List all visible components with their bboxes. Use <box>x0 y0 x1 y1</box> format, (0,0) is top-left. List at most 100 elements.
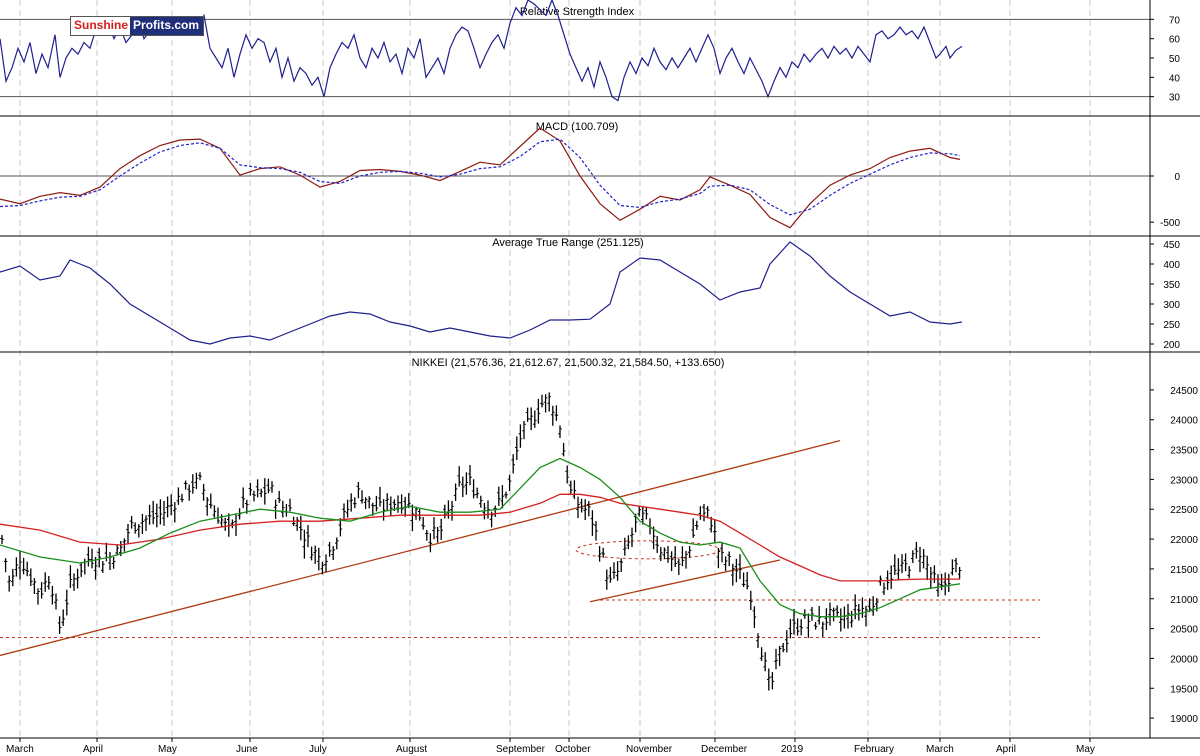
ohlc-bar-144 <box>518 424 523 448</box>
ohlc-bar-46 <box>165 496 170 518</box>
y-tick-label-1: 19500 <box>1170 684 1198 695</box>
ohlc-bar-48 <box>173 502 177 523</box>
ohlc-bar-207 <box>745 571 749 590</box>
ohlc-bar-205 <box>738 554 742 580</box>
ohlc-bar-216 <box>777 645 782 667</box>
ohlc-bar-58 <box>209 493 213 509</box>
ohlc-bar-146 <box>525 407 530 422</box>
ohlc-bar-199 <box>716 548 721 569</box>
ohlc-bar-80 <box>288 498 292 512</box>
ohlc-bar-191 <box>687 546 692 558</box>
y-tick-label-0: 19000 <box>1170 714 1198 725</box>
ohlc-bar-254 <box>914 541 919 559</box>
ohlc-bar-137 <box>493 505 497 517</box>
ohlc-bar-245 <box>882 582 886 595</box>
ohlc-bar-196 <box>705 506 710 519</box>
ohlc-bar-85 <box>306 524 310 548</box>
ohlc-bar-166 <box>597 546 602 562</box>
ohlc-bar-163 <box>587 501 591 517</box>
ohlc-bar-17 <box>61 609 65 626</box>
ohlc-bar-228 <box>821 621 825 637</box>
ohlc-bar-89 <box>320 561 325 575</box>
ohlc-bar-59 <box>212 505 217 518</box>
x-axis-labels: March April May June July August September Octo… <box>6 738 1095 755</box>
ohlc-bar-77 <box>277 490 281 503</box>
ohlc-bar-188 <box>677 558 681 576</box>
sunshine-profits-logo[interactable]: Sunshine Profits.com <box>70 16 205 36</box>
ohlc-bar-266 <box>957 567 962 580</box>
ohlc-bar-217 <box>781 642 785 653</box>
ohlc-bar-145 <box>522 420 526 440</box>
ohlc-bar-194 <box>698 506 703 520</box>
ohlc-bar-43 <box>155 503 159 528</box>
ohlc-bar-98 <box>353 497 357 509</box>
x-tick-label-1: April <box>83 744 103 755</box>
ohlc-bar-161 <box>579 498 584 513</box>
ohlc-bar-241 <box>867 598 872 613</box>
x-tick-label-4: July <box>309 744 327 755</box>
ohlc-bar-119 <box>428 533 433 553</box>
ohlc-bar-5 <box>18 550 22 580</box>
ohlc-bar-226 <box>813 621 818 630</box>
ohlc-bar-220 <box>792 608 796 635</box>
ohlc-bar-141 <box>507 474 512 492</box>
ohlc-bar-19 <box>68 565 73 588</box>
ohlc-bar-140 <box>504 491 508 499</box>
ohlc-bar-86 <box>309 546 314 561</box>
ohlc-bar-260 <box>936 574 940 597</box>
ohlc-bar-183 <box>659 546 663 562</box>
ohlc-bar-242 <box>871 596 875 616</box>
ohlc-bar-18 <box>65 589 69 616</box>
ohlc-bar-155 <box>558 425 562 438</box>
ohlc-bar-235 <box>846 603 850 629</box>
y-tick-label-5: 21500 <box>1170 565 1198 576</box>
ohlc-bar-250 <box>900 554 904 574</box>
ohlc-bar-189 <box>680 546 685 567</box>
ohlc-bar-202 <box>727 551 731 567</box>
ohlc-bar-138 <box>497 486 501 506</box>
ohlc-bar-222 <box>799 619 803 636</box>
ohlc-bar-215 <box>774 648 778 670</box>
ohlc-bar-168 <box>605 569 609 590</box>
x-tick-label-7: October <box>555 744 591 755</box>
ohlc-bar-28 <box>101 561 105 573</box>
y-tick-label-8: 23000 <box>1170 475 1198 486</box>
y-tick-label-2: 300 <box>1163 300 1180 311</box>
ohlc-bar-247 <box>889 565 893 589</box>
ohlc-bar-114 <box>410 504 415 532</box>
ohlc-bar-234 <box>842 606 847 629</box>
ohlc-bar-209 <box>752 606 757 629</box>
ohlc-bar-79 <box>284 504 289 517</box>
moving-average-short <box>0 457 961 618</box>
ohlc-bar-121 <box>435 527 440 543</box>
x-tick-label-12: March <box>926 744 954 755</box>
y-tick-label-2: 50 <box>1169 54 1181 65</box>
ohlc-bar-41 <box>147 504 152 525</box>
y-tick-label-0: 200 <box>1163 340 1180 351</box>
ohlc-bar-7 <box>25 561 29 577</box>
ohlc-bar-4 <box>14 557 19 577</box>
ohlc-bar-148 <box>533 410 537 428</box>
ohlc-bar-187 <box>673 546 677 568</box>
ohlc-bar-170 <box>612 562 616 579</box>
ohlc-bar-32 <box>115 544 119 556</box>
ohlc-bar-206 <box>741 572 746 587</box>
y-tick-label-6: 22000 <box>1170 535 1198 546</box>
ohlc-bar-22 <box>79 562 83 577</box>
ohlc-bar-261 <box>939 573 944 591</box>
ohlc-bar-88 <box>317 547 321 571</box>
ohlc-bar-190 <box>684 550 688 569</box>
ohlc-bar-182 <box>655 535 659 553</box>
ohlc-bar-47 <box>169 494 173 516</box>
ohlc-bar-39 <box>140 513 145 535</box>
ohlc-bar-30 <box>108 552 112 571</box>
ohlc-bar-6 <box>21 557 26 575</box>
moving-average-long <box>0 493 960 582</box>
ohlc-bar-99 <box>356 482 361 499</box>
logo-part-1: Sunshine <box>71 17 131 35</box>
ohlc-bar-151 <box>543 394 548 413</box>
ohlc-bar-175 <box>630 527 634 548</box>
ohlc-bar-142 <box>511 454 515 474</box>
ohlc-bar-224 <box>806 613 811 638</box>
